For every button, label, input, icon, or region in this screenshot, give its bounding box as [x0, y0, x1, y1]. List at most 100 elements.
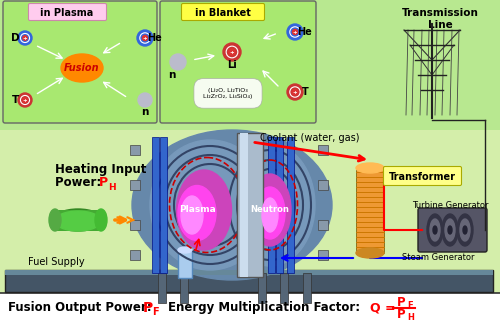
FancyBboxPatch shape — [237, 133, 263, 277]
Ellipse shape — [356, 248, 384, 258]
Ellipse shape — [132, 130, 332, 280]
Text: +: + — [292, 89, 298, 95]
FancyBboxPatch shape — [5, 270, 493, 292]
Text: T: T — [12, 95, 18, 105]
Text: n: n — [168, 70, 175, 80]
Text: Fuel Supply: Fuel Supply — [28, 257, 84, 267]
FancyBboxPatch shape — [318, 145, 328, 155]
Text: Transmission
Line: Transmission Line — [402, 8, 478, 29]
FancyBboxPatch shape — [28, 4, 106, 20]
FancyBboxPatch shape — [0, 130, 500, 295]
Text: F: F — [407, 300, 412, 309]
Text: Plasma: Plasma — [178, 205, 216, 214]
FancyBboxPatch shape — [418, 208, 487, 252]
Ellipse shape — [150, 140, 270, 270]
FancyBboxPatch shape — [287, 137, 294, 273]
Circle shape — [223, 43, 241, 61]
Circle shape — [229, 49, 235, 55]
Ellipse shape — [356, 163, 384, 173]
FancyBboxPatch shape — [130, 180, 140, 190]
Ellipse shape — [61, 54, 103, 82]
FancyBboxPatch shape — [268, 137, 275, 273]
Text: Power:: Power: — [55, 177, 106, 190]
FancyBboxPatch shape — [160, 1, 316, 123]
FancyBboxPatch shape — [356, 168, 384, 253]
FancyBboxPatch shape — [130, 145, 140, 155]
Ellipse shape — [176, 170, 232, 250]
Text: in Plasma: in Plasma — [40, 8, 94, 18]
Text: P: P — [397, 295, 406, 308]
Ellipse shape — [55, 211, 101, 231]
Ellipse shape — [445, 219, 455, 241]
Text: Coolant (water, gas): Coolant (water, gas) — [260, 133, 360, 143]
FancyBboxPatch shape — [130, 250, 140, 260]
FancyBboxPatch shape — [318, 220, 328, 230]
Circle shape — [287, 84, 303, 100]
Text: n: n — [142, 107, 148, 117]
Ellipse shape — [457, 214, 473, 246]
Text: Transformer: Transformer — [388, 172, 456, 182]
Ellipse shape — [433, 226, 437, 234]
Ellipse shape — [448, 226, 452, 234]
Text: P: P — [397, 308, 406, 321]
Text: +: + — [142, 36, 148, 40]
Text: (Li₂O, Li₂TiO₃
Li₂ZrO₂, Li₄SiO₄): (Li₂O, Li₂TiO₃ Li₂ZrO₂, Li₄SiO₄) — [204, 88, 252, 99]
FancyBboxPatch shape — [3, 1, 157, 123]
Text: H: H — [108, 182, 116, 191]
Circle shape — [23, 98, 27, 102]
Circle shape — [170, 54, 186, 70]
Circle shape — [18, 93, 32, 107]
Circle shape — [142, 35, 148, 40]
Text: Neutron: Neutron — [250, 205, 290, 214]
Text: Q =: Q = — [370, 302, 396, 315]
FancyBboxPatch shape — [0, 0, 500, 135]
Text: +: + — [292, 29, 298, 34]
Ellipse shape — [430, 219, 440, 241]
Circle shape — [292, 29, 298, 35]
FancyBboxPatch shape — [280, 273, 288, 303]
Text: He: He — [298, 27, 312, 37]
Text: Heating Input: Heating Input — [55, 164, 146, 177]
Text: Energy Multiplication Factor:: Energy Multiplication Factor: — [168, 302, 360, 315]
Ellipse shape — [255, 187, 285, 239]
Ellipse shape — [53, 209, 103, 231]
Text: in Blanket: in Blanket — [195, 8, 251, 18]
Text: Turbine Generator: Turbine Generator — [412, 201, 488, 210]
FancyBboxPatch shape — [5, 270, 493, 275]
Ellipse shape — [427, 214, 443, 246]
FancyBboxPatch shape — [384, 167, 462, 186]
Ellipse shape — [249, 174, 291, 246]
FancyBboxPatch shape — [318, 250, 328, 260]
FancyBboxPatch shape — [0, 293, 500, 324]
FancyBboxPatch shape — [130, 220, 140, 230]
Text: Fusion Output Power:: Fusion Output Power: — [8, 302, 156, 315]
FancyBboxPatch shape — [240, 133, 248, 277]
Ellipse shape — [178, 186, 216, 240]
Text: +: + — [22, 36, 28, 40]
Text: T: T — [302, 87, 308, 97]
Ellipse shape — [181, 196, 203, 234]
FancyBboxPatch shape — [180, 273, 188, 303]
Text: +: + — [230, 50, 234, 54]
Circle shape — [18, 31, 32, 45]
Text: Li: Li — [227, 60, 237, 70]
Circle shape — [292, 89, 298, 95]
Ellipse shape — [460, 219, 470, 241]
Text: He: He — [148, 33, 162, 43]
Text: P: P — [99, 177, 108, 190]
Text: P: P — [143, 301, 153, 315]
Circle shape — [138, 93, 152, 107]
FancyBboxPatch shape — [276, 137, 283, 273]
FancyBboxPatch shape — [160, 137, 167, 273]
Ellipse shape — [49, 209, 61, 231]
FancyBboxPatch shape — [258, 273, 266, 303]
Text: Fusion: Fusion — [64, 63, 100, 73]
Text: +: + — [22, 98, 28, 102]
Ellipse shape — [442, 214, 458, 246]
Ellipse shape — [463, 226, 467, 234]
FancyBboxPatch shape — [318, 180, 328, 190]
Ellipse shape — [178, 247, 192, 253]
Text: Steam Generator: Steam Generator — [402, 253, 474, 262]
Ellipse shape — [225, 144, 315, 266]
Ellipse shape — [95, 209, 107, 231]
